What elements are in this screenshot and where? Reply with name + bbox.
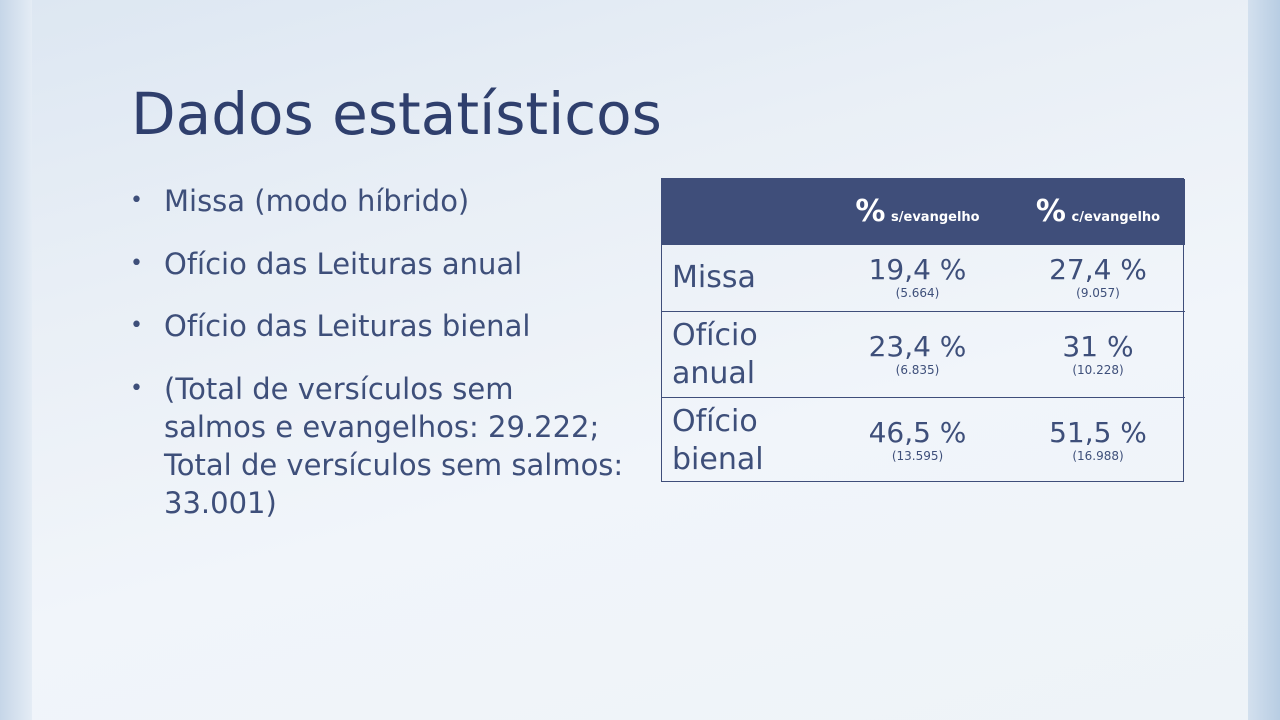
count-value: (6.835) [895,362,940,377]
bullet-dot: • [130,376,143,401]
header-with-gospel: % c/evangelho [1011,179,1185,245]
count-value: (16.988) [1072,448,1124,463]
bullet-item: • (Total de versículos sem salmos e evan… [128,370,624,522]
bullet-text: Ofício das Leituras anual [164,247,523,281]
statistics-table: % s/evangelho % c/evangelho Missa 19,4 %… [661,178,1185,484]
value-cell: 51,5 % (16.988) [1011,397,1185,484]
header-percent-sign: % [855,194,886,229]
value-cell: 31 % (10.228) [1011,311,1185,398]
count-value: (13.595) [891,448,944,463]
row-label: Ofício bienal [662,397,824,484]
header-percent-sign: % [1035,194,1066,229]
header-subtitle: c/evangelho [1071,210,1161,225]
row-label: Ofício anual [662,311,824,398]
percent-value: 19,4 % [868,253,967,286]
slide-title: Dados estatísticos [131,80,662,148]
table-row: Ofício anual 23,4 % (6.835) 31 % (10.228… [662,311,1185,398]
count-value: (5.664) [895,286,940,300]
bullet-text: Ofício das Leituras bienal [164,309,531,343]
value-cell: 46,5 % (13.595) [824,397,1011,484]
header-empty-cell [662,179,824,245]
percent-value: 46,5 % [868,415,967,449]
table-row: Missa 19,4 % (5.664) 27,4 % (9.057) [662,244,1185,312]
bullet-item: • Missa (modo híbrido) [128,182,634,220]
value-cell: 27,4 % (9.057) [1011,244,1185,312]
percent-value: 31 % [1062,329,1134,363]
bullet-text: (Total de versículos sem salmos e evange… [164,372,624,520]
header-without-gospel: % s/evangelho [824,179,1011,245]
bullet-item: • Ofício das Leituras bienal [128,307,634,345]
value-cell: 23,4 % (6.835) [824,311,1011,398]
bullet-dot: • [130,251,143,276]
table-header-row: % s/evangelho % c/evangelho [662,179,1185,245]
percent-value: 23,4 % [868,329,967,363]
bullet-item: • Ofício das Leituras anual [128,245,634,283]
bullet-dot: • [130,188,143,213]
row-label: Missa [662,244,824,312]
table-row: Ofício bienal 46,5 % (13.595) 51,5 % (16… [662,397,1185,484]
bullet-dot: • [130,313,143,338]
percent-value: 27,4 % [1049,253,1147,286]
bullet-text: Missa (modo híbrido) [164,184,470,218]
count-value: (9.057) [1076,286,1120,300]
count-value: (10.228) [1072,362,1124,377]
percent-value: 51,5 % [1049,415,1147,449]
value-cell: 19,4 % (5.664) [824,244,1011,312]
header-subtitle: s/evangelho [891,210,980,225]
